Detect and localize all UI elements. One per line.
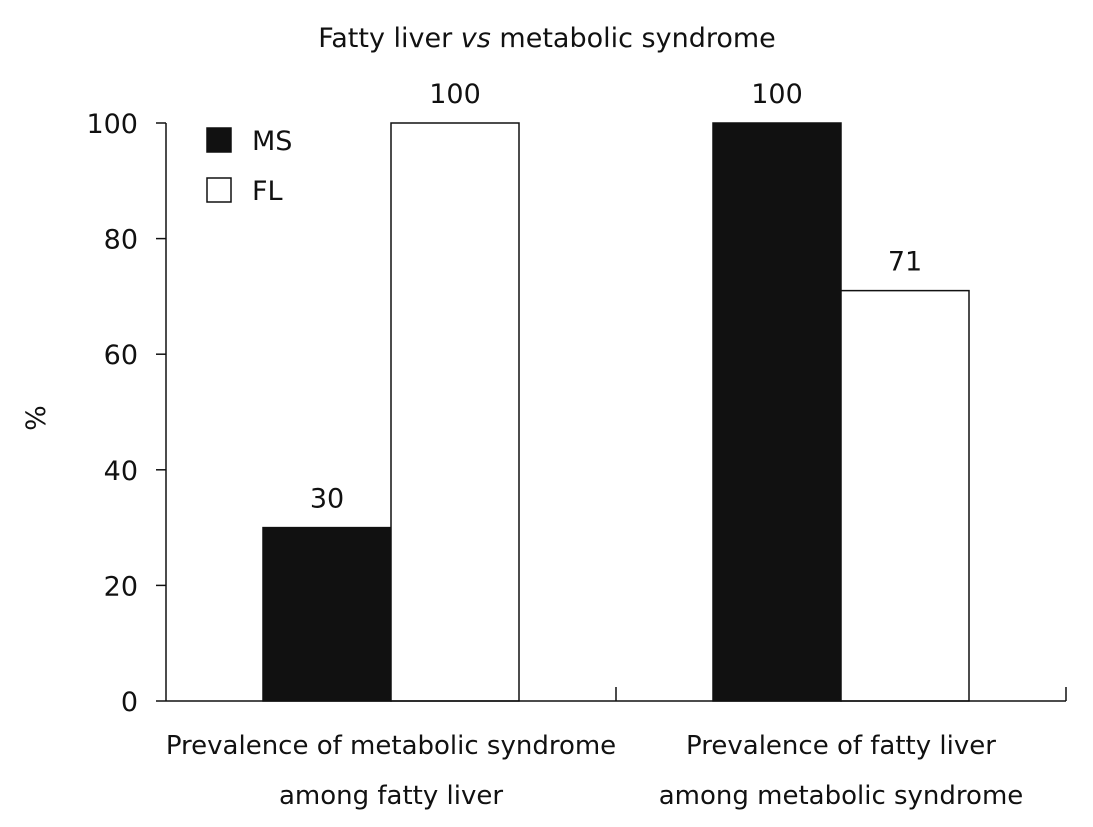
bars-layer <box>262 122 970 702</box>
bar-ms-1 <box>262 526 392 702</box>
bar-fl-2 <box>840 289 970 702</box>
legend: MS FL <box>206 126 292 207</box>
chart-title-part-2: vs <box>461 23 491 54</box>
legend-swatch-ms <box>206 127 232 153</box>
category-label-1-line-1: Prevalence of metabolic syndrome <box>166 731 616 761</box>
chart-title-part-3: metabolic syndrome <box>491 23 776 54</box>
chart-title: Fatty liver vs metabolic syndrome <box>318 23 776 54</box>
data-label-ms-2: 100 <box>751 79 803 110</box>
y-tick-label-100: 100 <box>86 109 138 140</box>
legend-label-ms: MS <box>252 126 292 157</box>
legend-label-fl: FL <box>252 176 283 207</box>
y-axis-label: % <box>21 405 52 431</box>
y-tick-label-20: 20 <box>104 571 138 602</box>
data-label-ms-1: 30 <box>310 484 344 515</box>
y-tick-label-40: 40 <box>104 456 138 487</box>
data-label-fl-2: 71 <box>888 247 922 278</box>
category-label-2-line-2: among metabolic syndrome <box>659 781 1024 811</box>
bar-ms-2 <box>712 122 842 702</box>
labels-layer: 30 100 Prevalence of metabolic syndrome amo… <box>166 79 1023 811</box>
bar-fl-1 <box>390 122 520 702</box>
category-label-2-line-1: Prevalence of fatty liver <box>686 731 996 761</box>
y-tick-label-60: 60 <box>104 340 138 371</box>
axes-layer: 0 20 40 60 80 100 <box>86 109 1067 718</box>
data-label-fl-1: 100 <box>429 79 481 110</box>
chart-title-part-1: Fatty liver <box>318 23 461 54</box>
y-tick-label-0: 0 <box>121 687 138 718</box>
category-label-1-line-2: among fatty liver <box>279 781 503 811</box>
legend-swatch-fl <box>206 177 232 203</box>
y-tick-label-80: 80 <box>104 225 138 256</box>
